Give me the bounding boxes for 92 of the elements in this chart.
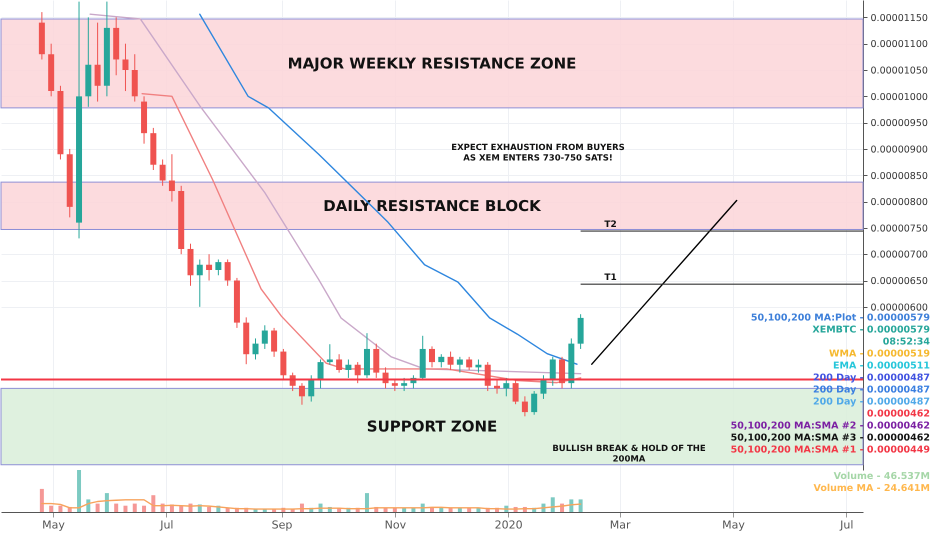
annotation: EMA - 0.00000511 bbox=[833, 360, 930, 372]
bar bbox=[123, 506, 128, 512]
candlestick bbox=[354, 362, 361, 384]
candlestick bbox=[215, 258, 222, 276]
annotation: 50,100,200 MA:SMA #2 - 0.00000462 bbox=[730, 420, 930, 432]
annotation: 50,100,200 MA:Plot - 0.00000579 bbox=[750, 312, 930, 324]
x-tick-label: May bbox=[722, 518, 746, 532]
y-tick-label: 0.00000900 bbox=[870, 144, 928, 156]
candlestick bbox=[206, 254, 212, 282]
candlestick bbox=[168, 154, 175, 202]
line-series bbox=[141, 92, 582, 384]
annotation: Volume - 46.537M bbox=[834, 471, 930, 482]
candlestick bbox=[298, 382, 305, 406]
band-label: DAILY RESISTANCE BLOCK bbox=[323, 196, 542, 215]
annotation: 50,100,200 MA:SMA #1 - 0.00000449 bbox=[730, 444, 930, 456]
bar bbox=[58, 506, 62, 512]
bar bbox=[132, 504, 137, 512]
y-tick-label: 0.00000950 bbox=[870, 118, 928, 130]
bar bbox=[207, 506, 212, 512]
candlestick bbox=[540, 374, 546, 400]
candlestick bbox=[429, 346, 435, 368]
candlestick bbox=[345, 358, 352, 378]
y-tick-label: 0.00001150 bbox=[870, 12, 928, 24]
bar bbox=[96, 504, 100, 512]
candlestick bbox=[196, 258, 203, 308]
candlestick bbox=[448, 351, 454, 370]
annotation: XEMBTC - 0.00000579 bbox=[812, 324, 930, 336]
text: 08:52:34 bbox=[882, 336, 930, 348]
candlestick bbox=[224, 258, 231, 286]
candlestick bbox=[392, 380, 398, 392]
bar bbox=[151, 495, 156, 512]
y-tick-label: 0.00000600 bbox=[870, 302, 928, 314]
candlestick bbox=[475, 358, 482, 374]
candlestick bbox=[522, 396, 528, 417]
candlestick bbox=[280, 348, 286, 382]
candlestick bbox=[550, 356, 556, 386]
y-tick-label: 0.00001050 bbox=[870, 66, 928, 76]
x-tick-label: Jul bbox=[839, 518, 854, 532]
bar bbox=[40, 488, 44, 512]
candlestick bbox=[531, 390, 538, 416]
bar bbox=[114, 504, 118, 512]
x-tick-label: 2020 bbox=[494, 518, 523, 532]
candlestick bbox=[503, 377, 510, 397]
candlestick bbox=[326, 344, 333, 366]
y-tick-label: 0.00000750 bbox=[870, 223, 928, 234]
y-tick-label: 0.00000650 bbox=[870, 276, 928, 288]
band-label: MAJOR WEEKLY RESISTANCE ZONE bbox=[288, 54, 576, 72]
candlestick bbox=[318, 358, 324, 389]
y-tick-label: 0.00000800 bbox=[870, 197, 928, 208]
candlestick bbox=[94, 22, 101, 102]
ref-line-label: T1 bbox=[604, 273, 617, 284]
y-tick-label: 0.00000700 bbox=[870, 250, 928, 261]
bar bbox=[104, 493, 109, 512]
x-tick-label: Mar bbox=[610, 518, 631, 532]
candlestick bbox=[456, 356, 463, 374]
bar bbox=[439, 508, 444, 512]
bar bbox=[578, 499, 583, 512]
candlestick bbox=[512, 380, 519, 405]
candlestick bbox=[373, 343, 380, 378]
annotation: 50,100,200 MA:SMA #3 - 0.00000462 bbox=[730, 432, 930, 444]
candlestick bbox=[308, 374, 314, 402]
candlestick bbox=[401, 377, 408, 392]
candlestick bbox=[559, 356, 566, 389]
annotation: BULLISH BREAK & HOLD OF THE 200MA bbox=[552, 444, 706, 464]
candlestick bbox=[122, 43, 128, 92]
candlestick bbox=[484, 362, 491, 392]
text: 0.00000462 bbox=[866, 408, 930, 420]
y-tick-label: 0.00001100 bbox=[870, 39, 928, 50]
band-label: SUPPORT ZONE bbox=[366, 418, 498, 436]
line-series bbox=[89, 14, 582, 374]
candlestick bbox=[252, 338, 259, 360]
candlestick bbox=[494, 380, 500, 394]
candlestick bbox=[466, 356, 472, 370]
bar bbox=[364, 493, 369, 512]
candlestick bbox=[438, 354, 444, 368]
bar bbox=[49, 506, 54, 512]
annotation: EXPECT EXHAUSTION FROM BUYERS AS XEM ENTERS 730-750 SATS! bbox=[451, 143, 625, 164]
candlestick bbox=[336, 354, 342, 374]
candlestick bbox=[271, 327, 278, 358]
bar bbox=[142, 506, 146, 512]
x-tick-label: Jul bbox=[159, 518, 174, 532]
candlestick bbox=[160, 158, 166, 186]
annotation: Volume MA - 24.641M bbox=[813, 483, 930, 494]
x-tick-label: Nov bbox=[384, 518, 407, 532]
x-tick-label: May bbox=[42, 518, 66, 532]
annotation: WMA - 0.00000519 bbox=[829, 348, 930, 360]
ref-line-label: T2 bbox=[604, 220, 617, 230]
y-tick-label: 0.00001000 bbox=[870, 92, 928, 103]
bar bbox=[77, 470, 82, 512]
x-tick-label: Sep bbox=[272, 518, 292, 532]
y-tick-label: 0.00000850 bbox=[870, 170, 928, 182]
candlestick bbox=[262, 324, 268, 350]
